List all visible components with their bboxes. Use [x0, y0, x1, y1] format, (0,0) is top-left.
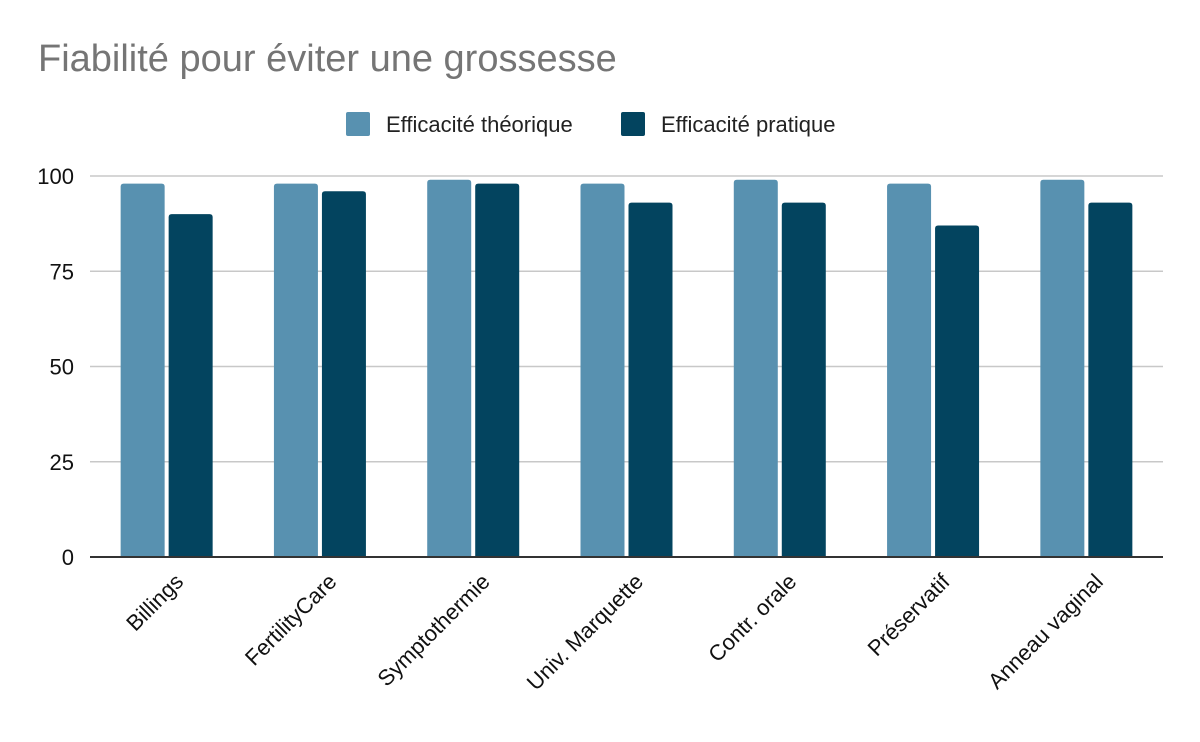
- y-tick-label: 100: [37, 164, 74, 189]
- bar-theorique: [733, 179, 778, 557]
- legend-swatch: [346, 112, 370, 136]
- y-tick-label: 50: [50, 355, 74, 380]
- bar-pratique: [168, 214, 213, 557]
- y-tick-label: 25: [50, 450, 74, 475]
- x-tick-label: Billings: [121, 569, 188, 636]
- bar-pratique: [321, 191, 366, 558]
- x-tick-label: Anneau vaginal: [983, 569, 1108, 694]
- x-tick-label: FertilityCare: [240, 569, 342, 671]
- y-tick-label: 0: [62, 545, 74, 570]
- bar-theorique: [1040, 179, 1085, 557]
- x-tick-label: Symptothermie: [372, 569, 494, 691]
- x-tick-label: Univ. Marquette: [522, 569, 648, 695]
- bar-theorique: [887, 183, 932, 557]
- y-tick-label: 75: [50, 259, 74, 284]
- bar-theorique: [273, 183, 318, 557]
- bar-theorique: [427, 179, 472, 557]
- bar-theorique: [120, 183, 165, 557]
- legend-label: Efficacité théorique: [386, 112, 573, 137]
- bar-pratique: [781, 202, 826, 558]
- bar-pratique: [935, 225, 980, 557]
- bar-theorique: [580, 183, 625, 557]
- x-tick-label: Préservatif: [863, 568, 956, 661]
- bar-pratique: [628, 202, 673, 558]
- x-tick-label: Contr. orale: [703, 569, 801, 667]
- legend-swatch: [621, 112, 645, 136]
- legend-label: Efficacité pratique: [661, 112, 835, 137]
- chart-title: Fiabilité pour éviter une grossesse: [38, 38, 617, 80]
- bar-pratique: [1088, 202, 1133, 558]
- bar-pratique: [475, 183, 520, 557]
